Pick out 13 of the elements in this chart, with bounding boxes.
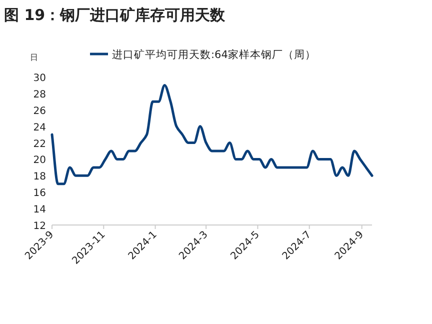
ytick: 14 bbox=[33, 204, 46, 216]
legend: 进口矿平均可用天数:64家样本钢厂（周） bbox=[112, 49, 316, 61]
ytick: 24 bbox=[33, 122, 46, 134]
ytick: 22 bbox=[33, 138, 46, 150]
ytick: 26 bbox=[33, 106, 46, 117]
title: 图 19：钢厂进口矿库存可用天数 bbox=[4, 6, 226, 24]
ylabel: 日 bbox=[30, 53, 38, 62]
ytick: 28 bbox=[33, 89, 46, 100]
ytick: 30 bbox=[33, 73, 46, 84]
ytick: 12 bbox=[33, 221, 46, 232]
ytick: 16 bbox=[33, 188, 46, 200]
ytick: 20 bbox=[33, 155, 46, 166]
ytick: 18 bbox=[33, 172, 46, 183]
